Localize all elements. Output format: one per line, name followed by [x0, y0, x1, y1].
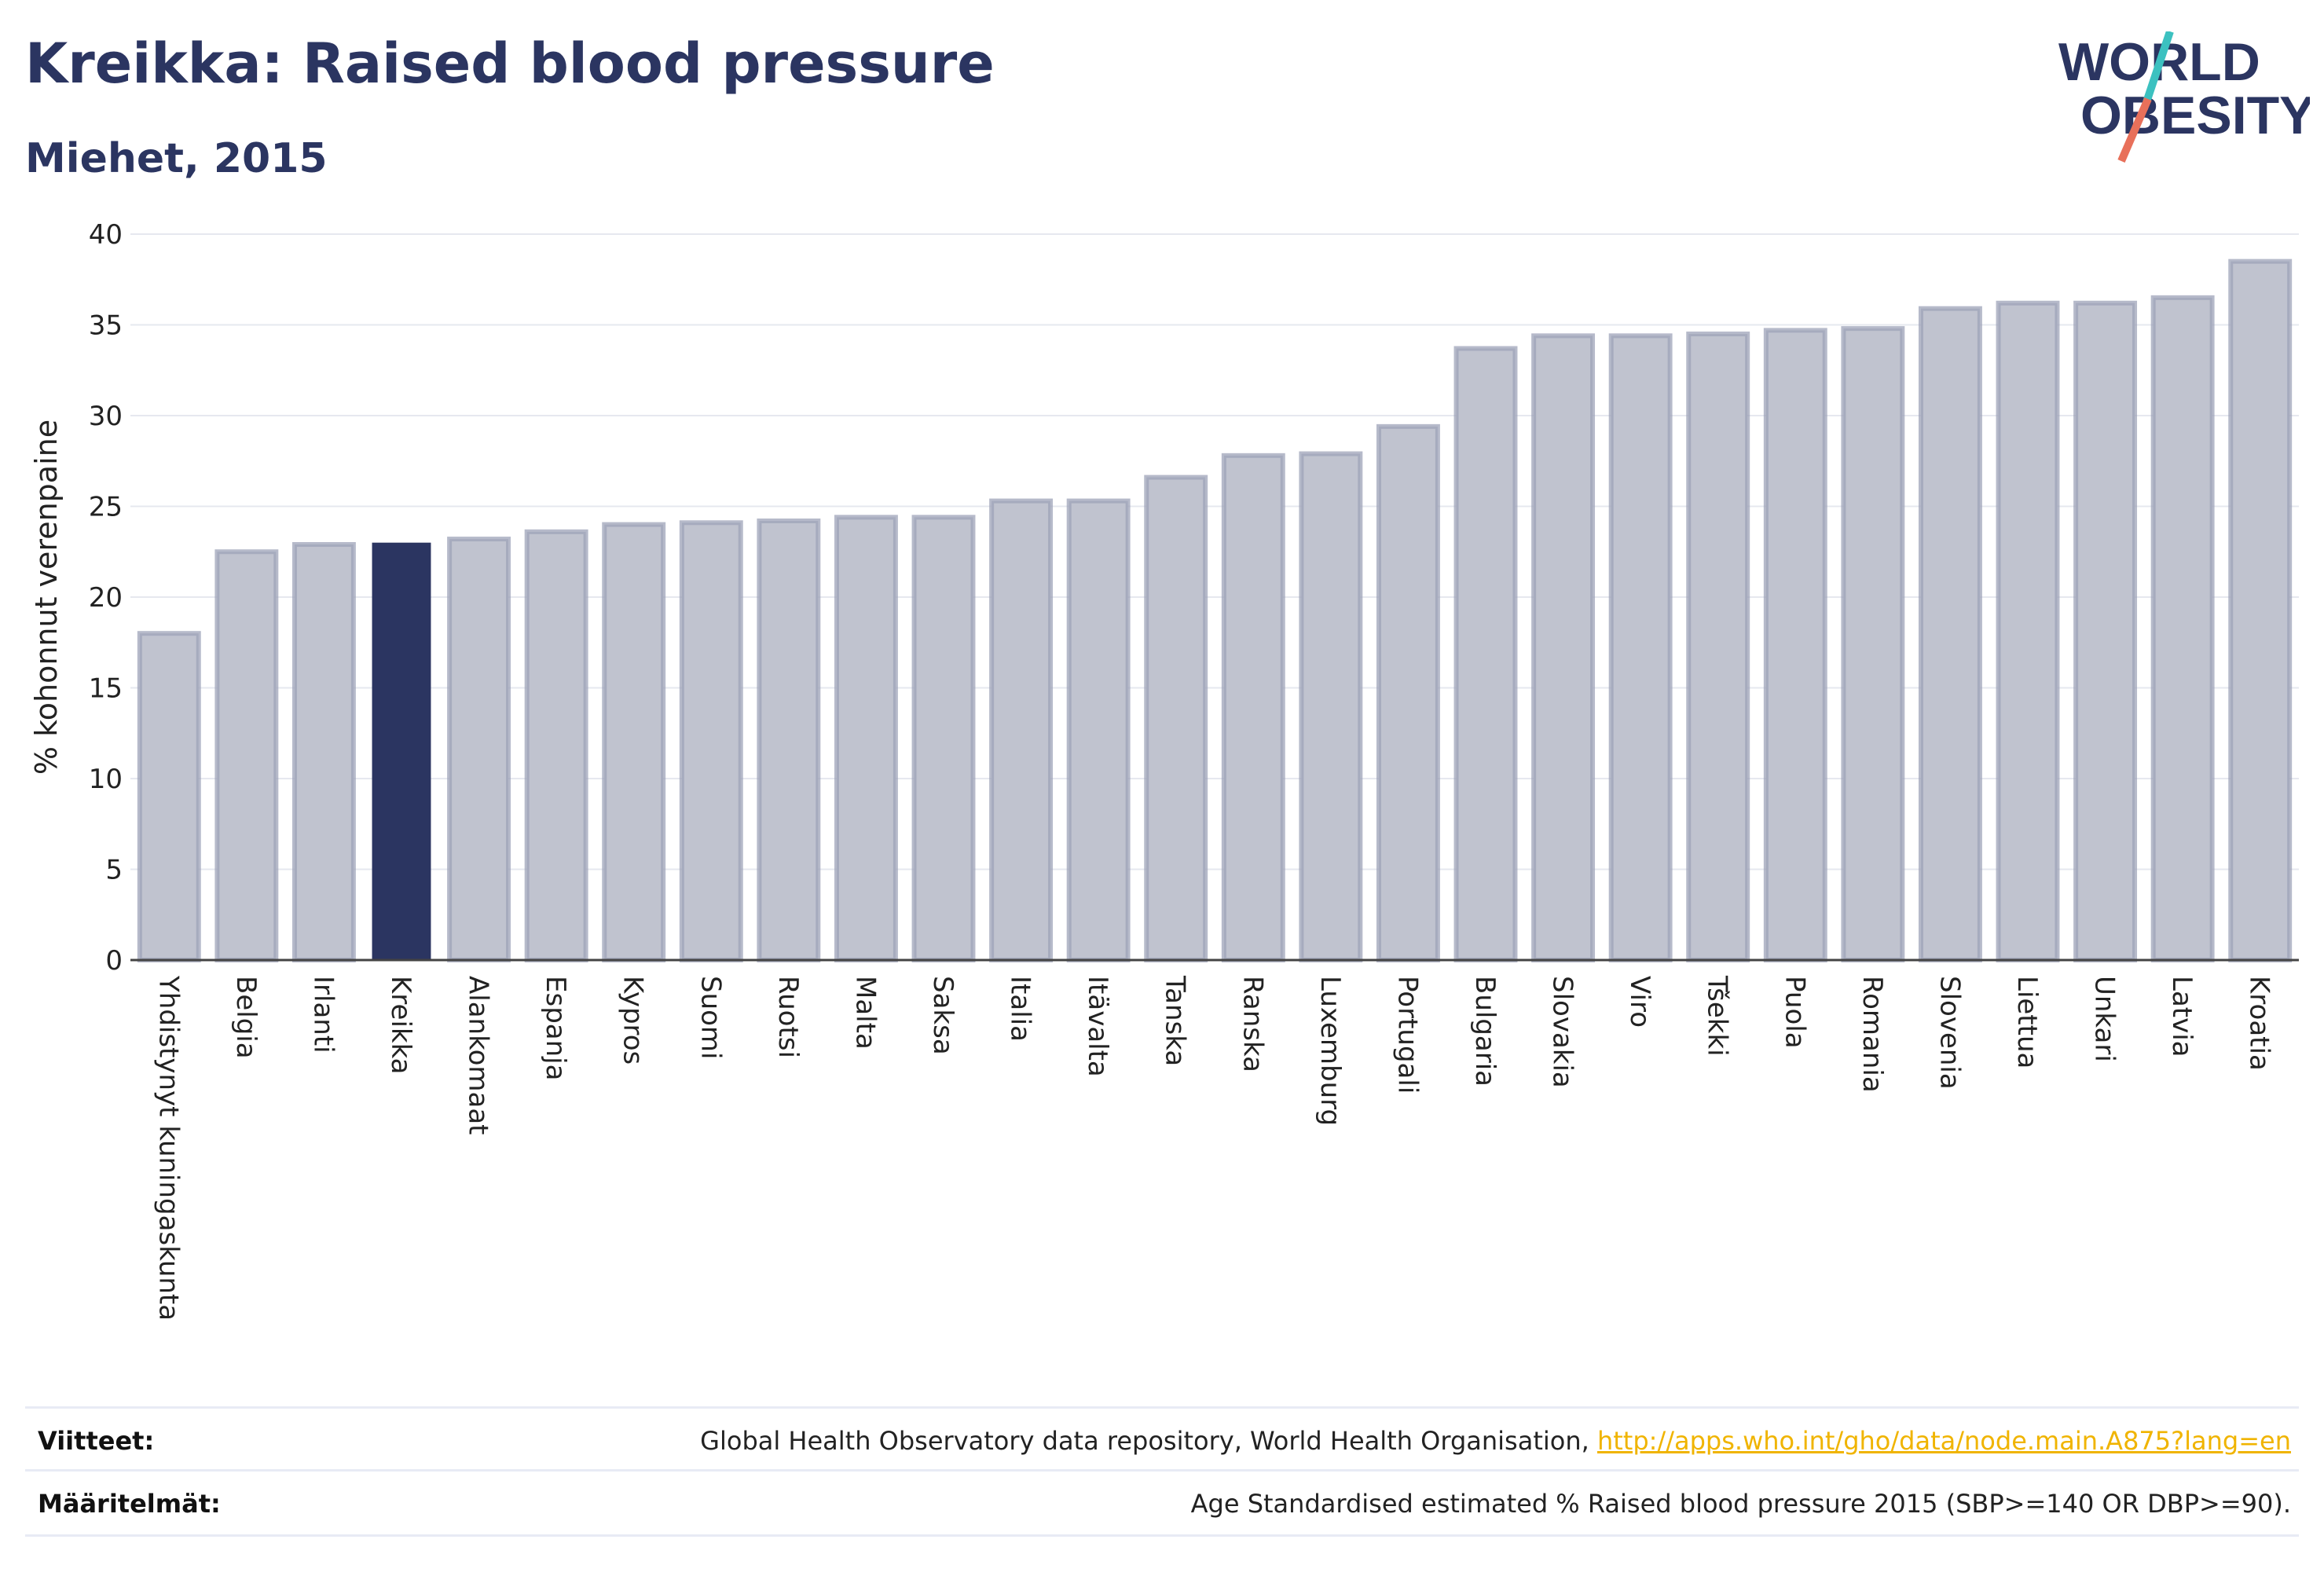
- x-tick-label: Latvia: [2166, 976, 2198, 1057]
- sources-text: Global Health Observatory data repositor…: [700, 1426, 1597, 1456]
- y-tick-label: 35: [89, 310, 123, 342]
- bar: [1144, 475, 1208, 962]
- bar: [911, 515, 976, 962]
- x-tick-label: Ruotsi: [772, 976, 804, 1058]
- bar: [602, 522, 666, 962]
- x-tick-label: Malta: [849, 976, 881, 1050]
- bar: [989, 498, 1054, 962]
- bar: [1608, 333, 1673, 962]
- x-tick-label: Slovenia: [1934, 976, 1965, 1090]
- bar: [291, 542, 356, 962]
- sources-label: Viitteet:: [38, 1426, 155, 1456]
- x-tick-label: Romania: [1857, 976, 1888, 1093]
- bar: [524, 529, 588, 962]
- y-tick-label: 5: [105, 855, 123, 886]
- bar: [1299, 451, 1363, 962]
- sources-value: Global Health Observatory data repositor…: [700, 1426, 2291, 1456]
- footer-sources-row: Viitteet: Global Health Observatory data…: [25, 1406, 2299, 1472]
- bar: [1531, 333, 1596, 962]
- bar: [1763, 328, 1827, 962]
- bar: [1066, 498, 1131, 962]
- logo-slash-coral: [2117, 97, 2152, 163]
- bar: [1376, 423, 1440, 962]
- logo-line-obesity: OBESITY: [2080, 86, 2310, 145]
- x-tick-label: Espanja: [540, 976, 571, 1080]
- bar: [1918, 306, 1982, 962]
- x-tick-label: Unkari: [2089, 976, 2121, 1062]
- x-tick-label: Luxemburg: [1314, 976, 1346, 1126]
- bar: [447, 537, 511, 962]
- bar: [2228, 258, 2293, 962]
- x-tick-label: Kypros: [618, 976, 649, 1065]
- y-tick-label: 20: [89, 582, 123, 614]
- bar: [1686, 332, 1750, 962]
- definitions-label: Määritelmät:: [38, 1489, 221, 1519]
- x-tick-label: Portugali: [1391, 976, 1423, 1094]
- y-axis-label: % kohonnut verenpaine: [29, 420, 64, 775]
- x-tick-label: Alankomaat: [463, 976, 494, 1135]
- x-tick-label: Tšekki: [1702, 975, 1733, 1057]
- y-tick-label: 25: [89, 492, 123, 523]
- y-tick-label: 0: [105, 945, 123, 977]
- definitions-value: Age Standardised estimated % Raised bloo…: [1190, 1489, 2291, 1519]
- bar: [1841, 326, 1905, 962]
- logo-slash-teal: [2143, 31, 2174, 104]
- bar: [214, 549, 279, 962]
- x-tick-label: Slovakia: [1547, 976, 1578, 1088]
- y-tick-label: 10: [89, 764, 123, 795]
- bar: [757, 518, 821, 962]
- bar-highlight: [372, 542, 431, 960]
- bar: [1221, 453, 1285, 962]
- bar: [1453, 346, 1518, 962]
- bar: [137, 631, 201, 962]
- x-tick-label: Saksa: [927, 976, 959, 1055]
- sources-link[interactable]: http://apps.who.int/gho/data/node.main.A…: [1596, 1426, 2291, 1456]
- x-tick-label: Puola: [1779, 976, 1810, 1049]
- x-tick-label: Yhdistynyt kuningaskunta: [152, 975, 184, 1321]
- y-tick-label: 30: [89, 401, 123, 432]
- x-tick-label: Viro: [1624, 976, 1655, 1028]
- bar: [834, 515, 898, 962]
- x-tick-label: Tanska: [1160, 975, 1191, 1066]
- x-tick-label: Bulgaria: [1469, 976, 1501, 1087]
- bar: [2073, 300, 2138, 962]
- x-tick-label: Itävalta: [1082, 976, 1113, 1077]
- footer-definitions-row: Määritelmät: Age Standardised estimated …: [25, 1469, 2299, 1537]
- bar-chart: 0 5 10 15 20 25 30 35 40 % kohonnut verenpaine Yhd…: [29, 219, 2299, 1321]
- x-tick-label: Kreikka: [385, 976, 416, 1075]
- world-obesity-logo: WORLD OBESITY: [2058, 31, 2310, 163]
- bar: [679, 520, 743, 962]
- bar: [1996, 300, 2060, 962]
- chart-subtitle: Miehet, 2015: [25, 135, 328, 182]
- x-tick-label: Suomi: [695, 976, 726, 1060]
- chart-title: Kreikka: Raised blood pressure: [25, 31, 995, 96]
- x-tick-label: Ranska: [1237, 976, 1268, 1072]
- x-tick-label: Liettua: [2011, 976, 2043, 1068]
- x-tick-label: Kroatia: [2244, 976, 2275, 1071]
- bar: [2150, 295, 2215, 963]
- x-tick-label: Irlanti: [307, 976, 339, 1054]
- x-tick-label: Italia: [1005, 976, 1036, 1042]
- y-tick-label: 15: [89, 673, 123, 705]
- x-tick-label: Belgia: [230, 976, 262, 1059]
- y-tick-label: 40: [89, 219, 123, 251]
